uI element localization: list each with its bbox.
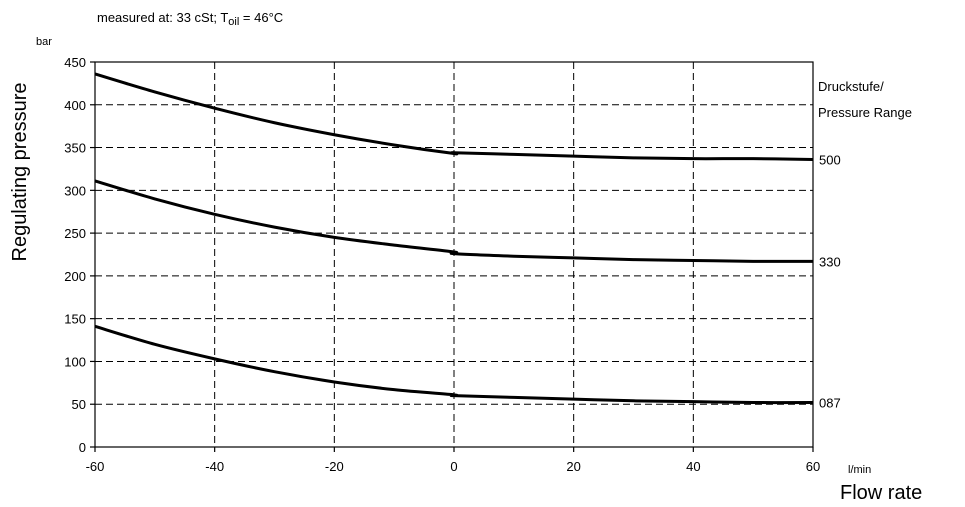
x-tick-label-0: 0 xyxy=(450,459,457,474)
y-tick-label-0: 0 xyxy=(79,440,86,455)
series-label-330: 330 xyxy=(819,254,841,269)
series-line-330 xyxy=(94,179,814,263)
y-tick-label-150: 150 xyxy=(64,312,86,327)
measurement-note-suffix: = 46°C xyxy=(239,10,283,25)
y-tick-label-350: 350 xyxy=(64,141,86,156)
y-tick-label-200: 200 xyxy=(64,269,86,284)
plot-frame xyxy=(94,61,814,448)
grid xyxy=(90,61,814,452)
y-axis-title: Regulating pressure xyxy=(9,83,31,262)
legend-title-line1: Druckstufe/ xyxy=(818,79,884,94)
series-line-087 xyxy=(94,324,814,405)
series-line-500 xyxy=(94,72,814,162)
x-tick-label--60: -60 xyxy=(86,459,105,474)
measurement-note: measured at: 33 cSt; Toil = 46°C xyxy=(97,10,283,28)
legend-title-line2: Pressure Range xyxy=(818,105,912,120)
y-tick-label-50: 50 xyxy=(72,397,86,412)
measurement-note-prefix: measured at: 33 cSt; T xyxy=(97,10,228,25)
y-tick-label-100: 100 xyxy=(64,354,86,369)
tick-labels: 0 50 100 150 200 250 300 350 400 450 -60 -40 -20 0 20 4… xyxy=(64,55,820,474)
y-tick-label-250: 250 xyxy=(64,226,86,241)
y-unit-label: bar xyxy=(36,36,52,48)
series-lines: 500 330 087 xyxy=(94,72,841,411)
x-unit-label: l/min xyxy=(848,464,871,476)
y-tick-label-400: 400 xyxy=(64,98,86,113)
series-label-500: 500 xyxy=(819,153,841,168)
x-tick-label--40: -40 xyxy=(205,459,224,474)
y-tick-label-300: 300 xyxy=(64,183,86,198)
x-tick-label-60: 60 xyxy=(806,459,820,474)
series-label-087: 087 xyxy=(819,396,841,411)
x-axis-title: Flow rate xyxy=(840,482,922,504)
x-tick-label-40: 40 xyxy=(686,459,700,474)
x-tick-label--20: -20 xyxy=(325,459,344,474)
measurement-note-subscript: oil xyxy=(228,16,239,28)
x-tick-label-20: 20 xyxy=(566,459,580,474)
y-tick-label-450: 450 xyxy=(64,55,86,70)
